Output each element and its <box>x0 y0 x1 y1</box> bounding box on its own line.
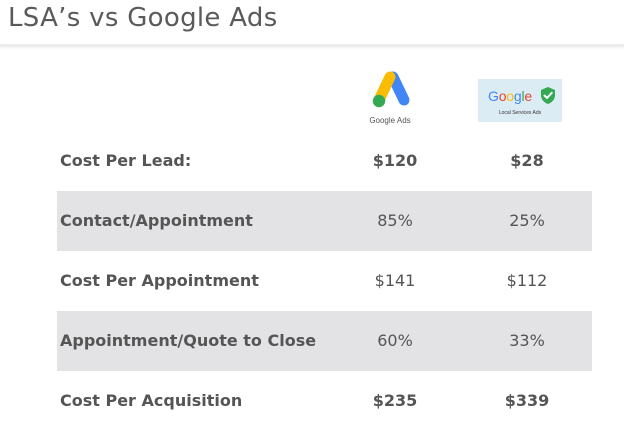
lsa-value: $112 <box>506 271 548 290</box>
google-ads-logo-icon <box>372 71 410 108</box>
table-row: Cost Per Lead: $120 $28 <box>57 131 592 191</box>
lsa-value: $339 <box>504 391 550 410</box>
table-row: Contact/Appointment 85% 25% <box>57 191 592 251</box>
row-label: Cost Per Acquisition <box>60 391 243 410</box>
lsa-logo-subtitle: Local Services Ads <box>498 110 542 116</box>
table-row: Appointment/Quote to Close 60% 33% <box>57 311 592 371</box>
title-divider <box>0 44 624 47</box>
google-lsa-logo: Google Local Services Ads <box>478 79 562 122</box>
shield-check-icon <box>541 87 555 104</box>
google-ads-value: 60% <box>377 331 413 350</box>
google-ads-value: $235 <box>372 391 418 410</box>
lsa-logo-wordmark: Google <box>488 88 532 104</box>
table-row: Cost Per Acquisition $235 $339 <box>57 371 592 431</box>
row-label: Cost Per Lead: <box>60 151 192 170</box>
google-ads-value: $120 <box>372 151 418 170</box>
page-title: LSA’s vs Google Ads <box>8 3 278 33</box>
row-label: Cost Per Appointment <box>60 271 259 290</box>
lsa-value: 25% <box>509 211 545 230</box>
lsa-value: 33% <box>509 331 545 350</box>
row-label: Contact/Appointment <box>60 211 253 230</box>
comparison-table: Cost Per Lead: $120 $28 Contact/Appointm… <box>57 131 592 431</box>
lsa-value: $28 <box>510 151 544 170</box>
table-row: Cost Per Appointment $141 $112 <box>57 251 592 311</box>
google-ads-value: 85% <box>377 211 413 230</box>
title-bar: LSA’s vs Google Ads <box>0 0 624 44</box>
google-ads-value: $141 <box>374 271 416 290</box>
row-label: Appointment/Quote to Close <box>60 331 317 350</box>
google-ads-logo-label: Google Ads <box>369 116 411 125</box>
google-ads-logo: Google Ads <box>360 68 420 130</box>
